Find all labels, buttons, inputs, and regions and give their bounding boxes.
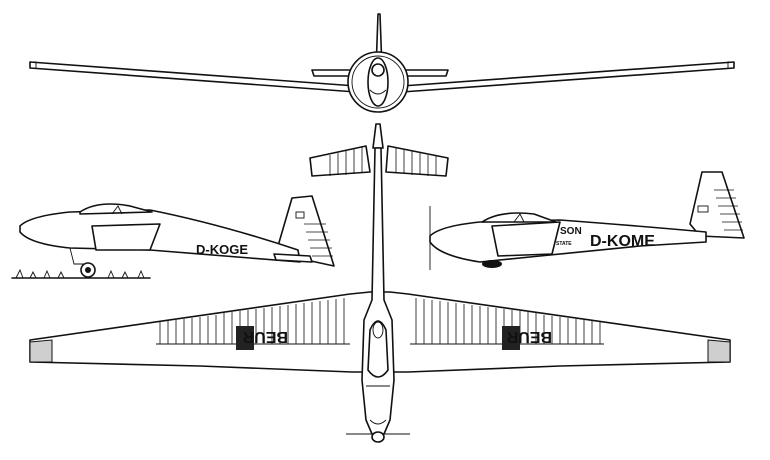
left-side-view: D-KOGE	[11, 195, 335, 279]
front-view	[29, 13, 735, 113]
right-side-view: SON STATE D-KOME	[429, 171, 745, 270]
left-side-registration: D-KOGE	[196, 242, 248, 257]
right-side-sponsor-sub: STATE	[556, 241, 572, 247]
right-side-fin	[689, 171, 745, 239]
top-view: BEUR BEUR	[29, 123, 731, 443]
right-side-registration: D-KOME	[590, 233, 655, 250]
top-view-tailplane-right	[385, 145, 449, 177]
left-wing-marking: BEUR	[236, 326, 288, 350]
right-side-canopy	[481, 212, 557, 223]
right-side-sponsor: SON	[560, 226, 582, 237]
right-wing-text: BEUR	[506, 328, 552, 345]
top-view-tailplane-left	[309, 145, 371, 177]
right-wing-marking: BEUR	[502, 326, 552, 350]
left-side-fuselage	[19, 209, 301, 263]
left-wing-text: BEUR	[242, 328, 288, 345]
right-side-wing-root	[491, 221, 561, 257]
right-side-wheel	[482, 260, 502, 268]
top-view-canopy	[367, 320, 389, 378]
top-view-fuselage	[361, 147, 395, 435]
left-side-wing-root	[91, 223, 161, 251]
